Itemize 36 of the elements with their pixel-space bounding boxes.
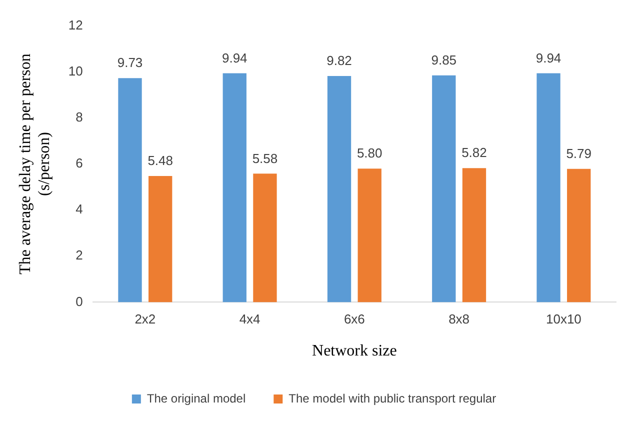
y-tick-label: 10 (68, 63, 83, 78)
data-label: 5.80 (356, 146, 382, 161)
x-tick-label: 4x4 (239, 312, 260, 327)
bar (432, 75, 456, 302)
data-label: 5.79 (566, 146, 592, 161)
bar (253, 174, 277, 302)
y-axis-title: The average delay time per person (s/person) (16, 54, 54, 274)
bar (327, 76, 352, 302)
bar (462, 168, 486, 302)
x-tick-label: 10x10 (546, 312, 582, 327)
data-label: 5.58 (252, 150, 278, 166)
y-tick-label: 12 (68, 17, 83, 32)
legend-label: The model with public transport regular (288, 391, 496, 406)
y-tick-label: 4 (76, 202, 83, 217)
y-tick-label: 2 (76, 248, 83, 263)
x-tick-label: 6x6 (344, 312, 365, 327)
y-tick-label: 0 (76, 294, 83, 309)
bar (567, 168, 591, 302)
data-label: 9.85 (431, 52, 457, 68)
bar (118, 78, 142, 302)
data-label: 5.82 (462, 145, 487, 160)
data-label: 9.82 (326, 53, 352, 68)
bar (358, 168, 382, 302)
bar (148, 176, 172, 302)
bar (536, 73, 560, 302)
data-label: 9.94 (222, 50, 248, 66)
data-label: 9.73 (117, 55, 143, 70)
y-tick-label: 6 (76, 156, 83, 171)
data-label: 9.94 (536, 50, 562, 66)
x-tick-label: 2x2 (134, 312, 156, 327)
y-tick-label: 8 (76, 110, 83, 125)
x-tick-label: 8x8 (448, 312, 470, 327)
bar (222, 73, 246, 302)
x-axis-title: Network size (312, 342, 397, 360)
legend-label: The original model (146, 391, 246, 406)
data-label: 5.48 (148, 153, 173, 168)
